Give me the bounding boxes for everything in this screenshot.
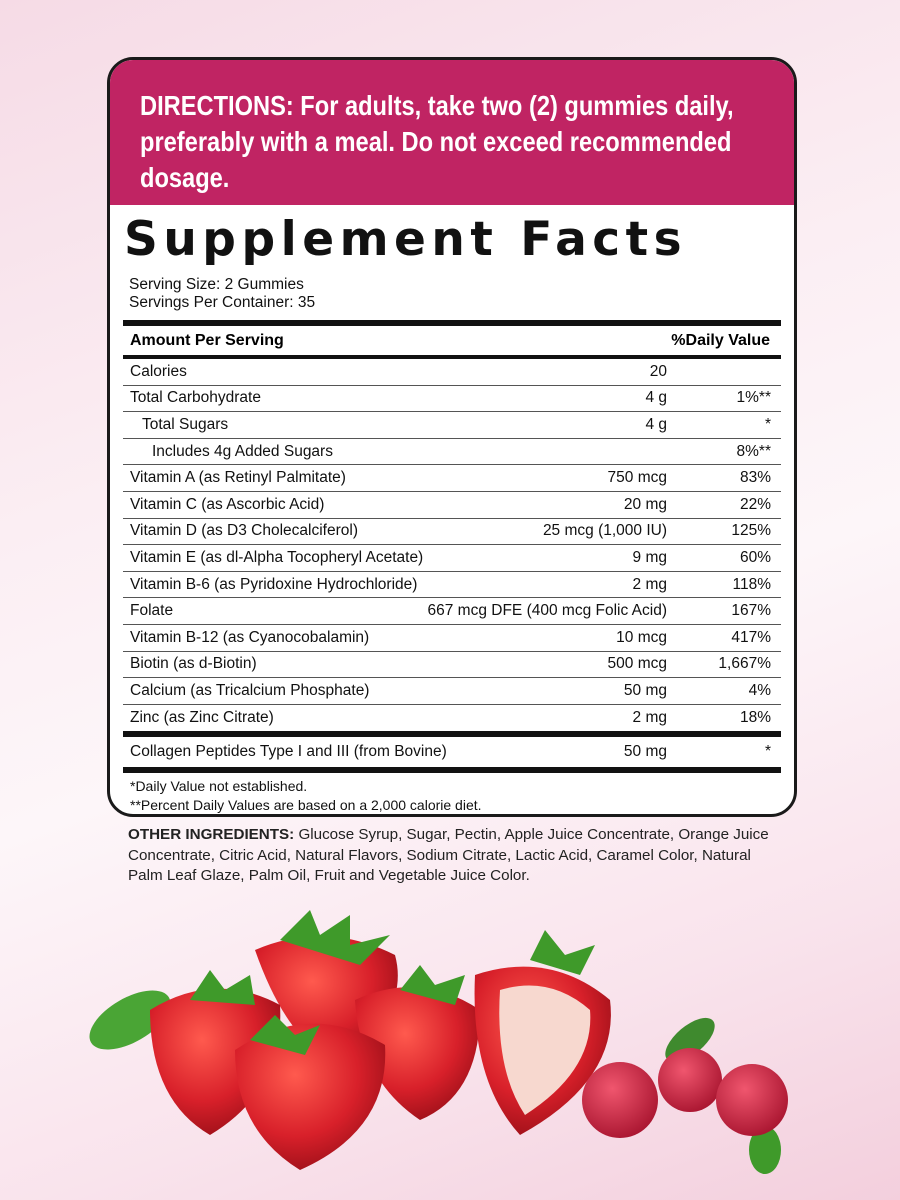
header-dv: %Daily Value [671, 332, 770, 349]
table-row: Total Carbohydrate 4 g 1%** [123, 386, 781, 413]
table-row: Biotin (as d-Biotin) 500 mcg 1,667% [123, 652, 781, 679]
strawberry-leaves-icon [190, 910, 595, 1055]
row-amount: 9 mg [632, 548, 667, 566]
row-amount: 50 mg [623, 681, 667, 699]
other-ingredients-label: OTHER INGREDIENTS: [128, 826, 295, 843]
directions-line: DIRECTIONS: For adults, take two (2) gum… [140, 90, 734, 121]
footnote: **Percent Daily Values are based on a 2,… [130, 797, 482, 814]
facts-title: Supplement Facts [124, 212, 688, 267]
raspberry-icon [716, 1064, 788, 1136]
row-amount: 500 mcg [607, 655, 667, 673]
row-name: Vitamin B-6 (as Pyridoxine Hydrochloride… [130, 575, 418, 593]
row-dv: * [764, 743, 771, 761]
row-amount: 2 mg [632, 575, 667, 593]
facts-rows: Calories 20 Total Carbohydrate 4 g 1%** Total… [110, 359, 794, 731]
row-amount: 750 mcg [607, 469, 667, 487]
row-amount: 25 mcg (1,000 IU) [542, 522, 667, 540]
strawberry-icon [355, 987, 480, 1120]
header-amount: Amount Per Serving [130, 332, 284, 349]
raspberry-icon [658, 1048, 722, 1112]
row-name: Zinc (as Zinc Citrate) [130, 709, 274, 727]
row-name: Collagen Peptides Type I and III (from B… [130, 743, 447, 761]
row-name: Folate [130, 602, 174, 620]
row-dv: 1%** [736, 389, 771, 407]
table-row: Includes 4g Added Sugars 8%** [123, 439, 781, 466]
row-amount: 20 [649, 362, 667, 380]
table-row: Folate 667 mcg DFE (400 mcg Folic Acid) 16… [123, 598, 781, 625]
row-dv: 125% [731, 522, 771, 540]
row-dv: 60% [739, 548, 771, 566]
raspberry-icon [582, 1062, 658, 1138]
row-name: Calories [130, 362, 187, 380]
table-row: Calories 20 [123, 359, 781, 386]
row-name: Total Sugars [142, 415, 229, 433]
table-row: Calcium (as Tricalcium Phosphate) 50 mg 4% [123, 678, 781, 705]
row-amount: 4 g [645, 389, 667, 407]
row-dv: 8%** [736, 442, 771, 460]
other-ingredients: OTHER INGREDIENTS: Glucose Syrup, Sugar,… [128, 825, 788, 887]
table-row: Zinc (as Zinc Citrate) 2 mg 18% [123, 705, 781, 732]
servings-per-container: Servings Per Container: 35 [129, 294, 316, 311]
directions-line: preferably with a meal. Do not exceed re… [140, 126, 732, 157]
row-amount: 10 mcg [616, 628, 667, 646]
row-name: Biotin (as d-Biotin) [130, 655, 257, 673]
row-dv: 18% [739, 709, 771, 727]
row-dv: 4% [748, 681, 771, 699]
row-dv: 118% [732, 575, 772, 593]
row-name: Vitamin D (as D3 Cholecalciferol) [130, 522, 358, 540]
row-dv: 167% [731, 602, 771, 620]
table-row: Vitamin C (as Ascorbic Acid) 20 mg 22% [123, 492, 781, 519]
table-row: Total Sugars 4 g * [123, 412, 781, 439]
divider [123, 355, 781, 359]
table-row: Vitamin D (as D3 Cholecalciferol) 25 mcg … [123, 519, 781, 546]
supplement-facts-panel: DIRECTIONS: For adults, take two (2) gum… [107, 57, 797, 817]
row-dv: * [764, 415, 771, 433]
row-name: Vitamin C (as Ascorbic Acid) [130, 495, 325, 513]
table-row: Vitamin A (as Retinyl Palmitate) 750 mcg 8… [123, 465, 781, 492]
divider [123, 731, 781, 738]
row-amount: 50 mg [623, 743, 667, 761]
row-dv: 417% [731, 628, 771, 646]
footnote: *Daily Value not established. [130, 778, 308, 795]
row-dv: 83% [739, 469, 771, 487]
directions-line: dosage. [140, 162, 230, 193]
row-dv: 1,667% [718, 655, 771, 673]
strawberries-raspberries-image [89, 910, 788, 1174]
serving-size: Serving Size: 2 Gummies [129, 276, 304, 293]
serving-info: Serving Size: 2 Gummies Servings Per Con… [129, 276, 794, 312]
row-name: Vitamin E (as dl-Alpha Tocopheryl Acetat… [130, 548, 424, 566]
table-row: Vitamin B-12 (as Cyanocobalamin) 10 mcg 41… [123, 625, 781, 652]
directions-banner: DIRECTIONS: For adults, take two (2) gum… [110, 60, 794, 205]
row-name: Vitamin B-12 (as Cyanocobalamin) [130, 628, 370, 646]
footnotes: *Daily Value not established. **Percent … [110, 773, 794, 814]
row-name: Calcium (as Tricalcium Phosphate) [130, 681, 370, 699]
other-ingredients-text: Glucose Syrup, Sugar, Pectin, Apple Juic… [128, 826, 769, 884]
divider [123, 767, 781, 774]
table-row: Vitamin B-6 (as Pyridoxine Hydrochloride… [123, 572, 781, 599]
row-amount: 2 mg [632, 709, 667, 727]
facts-header: Amount Per Serving %Daily Value [110, 326, 794, 355]
strawberry-icon [235, 1023, 386, 1170]
divider [123, 320, 781, 326]
row-name: Includes 4g Added Sugars [152, 442, 333, 460]
row-amount: 667 mcg DFE (400 mcg Folic Acid) [427, 602, 667, 620]
table-row-collagen: Collagen Peptides Type I and III (from B… [123, 737, 781, 767]
row-amount: 20 mg [623, 495, 667, 513]
row-name: Total Carbohydrate [130, 389, 261, 407]
row-dv: 22% [739, 495, 771, 513]
table-row: Vitamin E (as dl-Alpha Tocopheryl Acetat… [123, 545, 781, 572]
leaf-icon [89, 990, 781, 1174]
row-name: Vitamin A (as Retinyl Palmitate) [130, 469, 346, 487]
row-amount: 4 g [645, 415, 667, 433]
